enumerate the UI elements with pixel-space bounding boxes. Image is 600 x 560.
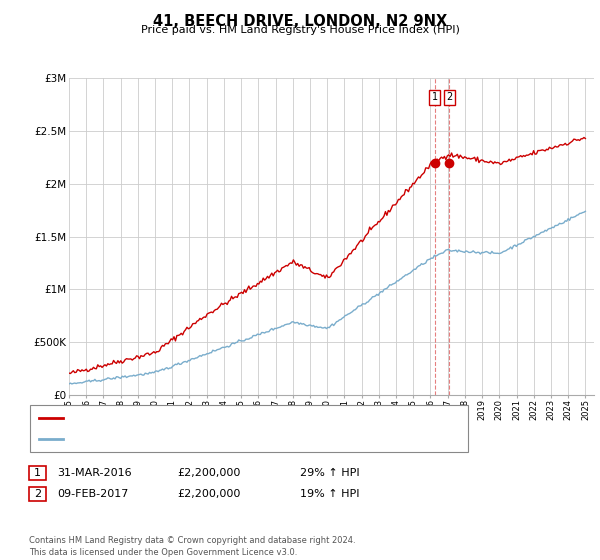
Text: £2,200,000: £2,200,000 — [177, 489, 241, 499]
Text: 1: 1 — [432, 92, 438, 102]
Text: Contains HM Land Registry data © Crown copyright and database right 2024.
This d: Contains HM Land Registry data © Crown c… — [29, 536, 355, 557]
Text: 41, BEECH DRIVE, LONDON, N2 9NX (detached house): 41, BEECH DRIVE, LONDON, N2 9NX (detache… — [69, 413, 352, 423]
Text: 41, BEECH DRIVE, LONDON, N2 9NX: 41, BEECH DRIVE, LONDON, N2 9NX — [153, 14, 447, 29]
Text: 29% ↑ HPI: 29% ↑ HPI — [300, 468, 359, 478]
Text: 1: 1 — [34, 468, 41, 478]
Text: 2: 2 — [446, 92, 452, 102]
Text: HPI: Average price, detached house, Haringey: HPI: Average price, detached house, Hari… — [69, 434, 309, 444]
Text: 09-FEB-2017: 09-FEB-2017 — [57, 489, 128, 499]
Text: 19% ↑ HPI: 19% ↑ HPI — [300, 489, 359, 499]
Text: Price paid vs. HM Land Registry's House Price Index (HPI): Price paid vs. HM Land Registry's House … — [140, 25, 460, 35]
Text: 2: 2 — [34, 489, 41, 499]
Text: £2,200,000: £2,200,000 — [177, 468, 241, 478]
Text: 31-MAR-2016: 31-MAR-2016 — [57, 468, 131, 478]
